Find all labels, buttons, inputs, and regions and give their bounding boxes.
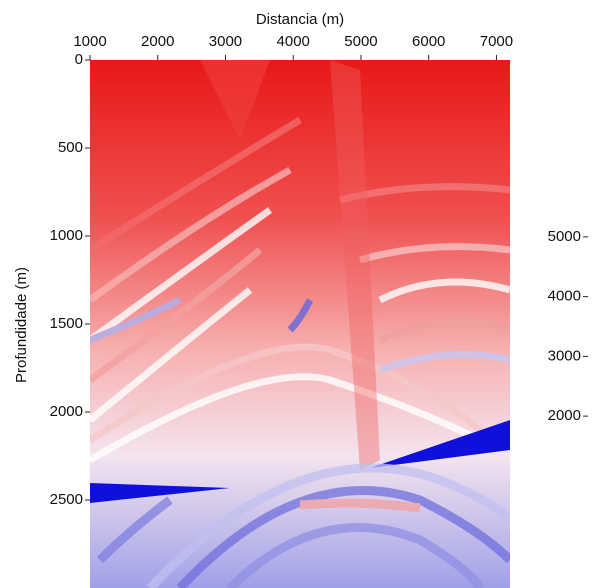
- colorbar-tick-label: 3000: [548, 347, 581, 364]
- y-tick-label: 500: [58, 139, 83, 156]
- y-tick-label: 1000: [50, 227, 83, 244]
- colorbar-tick-label: 4000: [548, 288, 581, 305]
- colorbar-tick-label: 5000: [548, 228, 581, 245]
- x-tick-label: 7000: [480, 33, 513, 50]
- y-axis-label: Profundidade (m): [13, 267, 30, 383]
- y-tick-label: 0: [75, 51, 83, 68]
- x-tick-label: 3000: [209, 33, 242, 50]
- y-tick-label: 2500: [50, 491, 83, 508]
- velocity-image: [90, 60, 510, 588]
- colorbar-tick-label: 2000: [548, 407, 581, 424]
- x-tick-label: 4000: [277, 33, 310, 50]
- y-tick-label: 1500: [50, 315, 83, 332]
- x-axis-label: Distancia (m): [256, 11, 344, 28]
- x-tick-label: 1000: [73, 33, 106, 50]
- x-tick-label: 6000: [412, 33, 445, 50]
- x-tick-label: 5000: [344, 33, 377, 50]
- x-tick-label: 2000: [141, 33, 174, 50]
- y-tick-label: 2000: [50, 403, 83, 420]
